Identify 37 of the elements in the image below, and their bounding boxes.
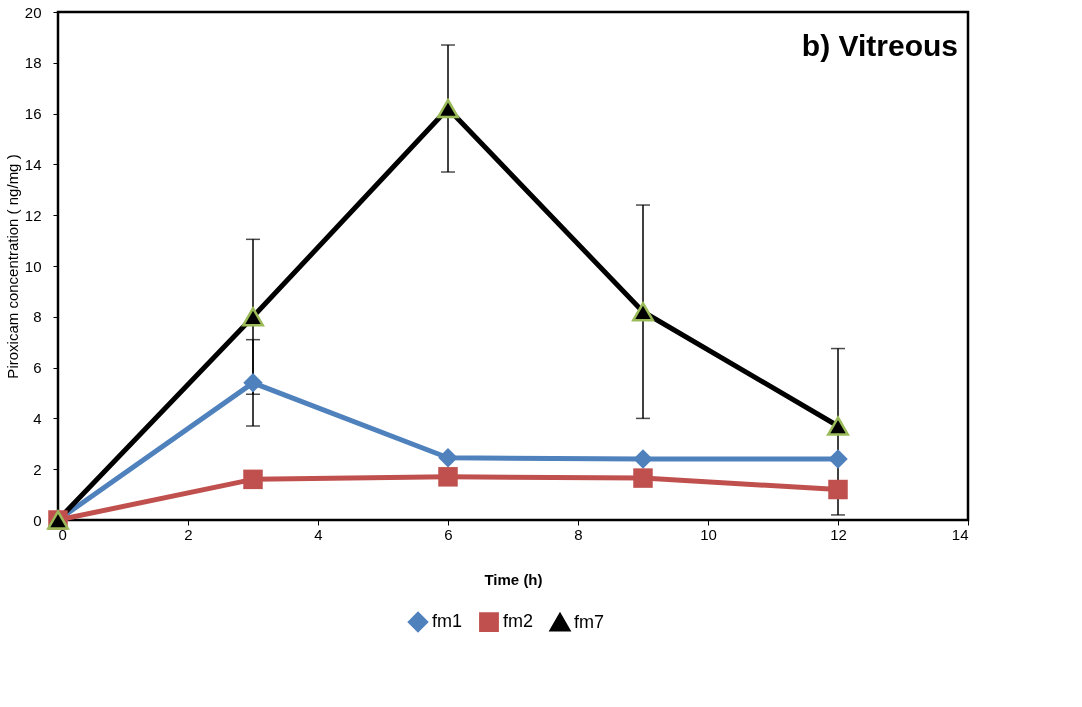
x-tick-label: 14 xyxy=(951,525,969,543)
y-tick-label: 14 xyxy=(24,155,42,173)
point xyxy=(828,449,848,469)
x-tick-label: 6 xyxy=(444,525,453,543)
point xyxy=(438,448,458,468)
y-tick-label: 6 xyxy=(33,359,42,377)
point xyxy=(828,479,848,500)
point xyxy=(243,373,263,393)
x-tick-label: 10 xyxy=(700,525,717,543)
y-tick-label: 20 xyxy=(24,3,42,21)
point xyxy=(438,467,458,487)
legend-label: fm7 xyxy=(574,611,605,632)
y-tick-label: 4 xyxy=(33,409,42,427)
y-tick-label: 8 xyxy=(33,308,42,326)
point xyxy=(633,449,653,469)
y-tick-label: 10 xyxy=(24,257,42,275)
x-tick-label: 8 xyxy=(574,525,583,543)
y-tick-label: 2 xyxy=(33,460,42,478)
y-tick-label: 0 xyxy=(33,511,42,529)
annotation: b) Vitreous xyxy=(801,29,958,62)
x-tick-label: 4 xyxy=(314,525,323,543)
point xyxy=(243,469,263,490)
x-tick-label: 2 xyxy=(184,525,193,543)
y-axis-title: Piroxicam concentration ( ng/mg ) xyxy=(3,154,21,379)
point xyxy=(827,416,849,436)
x-tick-label: 0 xyxy=(58,525,67,543)
x-tick-label: 12 xyxy=(830,525,847,543)
x-axis-title: Time (h) xyxy=(484,570,543,588)
point xyxy=(633,468,653,488)
point xyxy=(242,307,264,327)
y-tick-label: 16 xyxy=(24,105,42,123)
y-tick-label: 12 xyxy=(24,206,42,224)
legend-label: fm2 xyxy=(503,611,534,632)
legend-label: fm1 xyxy=(432,611,463,632)
y-tick-label: 18 xyxy=(24,54,42,72)
point xyxy=(437,98,459,119)
point xyxy=(632,302,654,322)
